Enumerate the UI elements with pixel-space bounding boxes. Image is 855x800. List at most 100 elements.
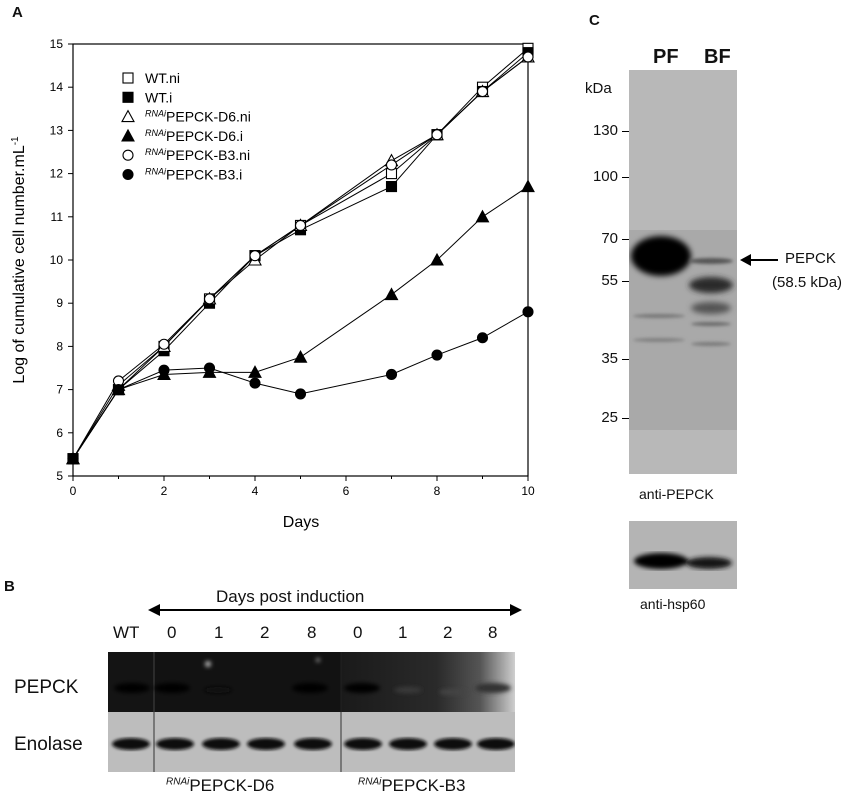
y-tick-label: 6 xyxy=(56,426,63,440)
lane-label-d6-day0: 0 xyxy=(167,623,177,642)
series-line xyxy=(72,186,529,459)
data-point xyxy=(67,453,79,465)
mw-marker-tick xyxy=(622,359,629,361)
legend-prefix: RNAi xyxy=(145,109,167,119)
pepck-blot-strip xyxy=(108,652,515,712)
data-point xyxy=(476,332,489,344)
group-label-d6-prefix: RNAi xyxy=(166,776,190,788)
group-label-b3: RNAiPEPCK-B3 xyxy=(358,776,465,796)
group-label-d6-text: PEPCK-D6 xyxy=(189,776,275,795)
pepck-band-label: PEPCK xyxy=(785,250,836,267)
pepck-blot-bands xyxy=(108,652,515,712)
pepck-pf-bf-blot xyxy=(629,70,737,474)
legend-name: PEPCK-D6.i xyxy=(166,128,243,144)
mw-marker-label: 70 xyxy=(601,229,618,247)
x-tick-label: 10 xyxy=(521,484,535,498)
mw-marker-label: 130 xyxy=(592,122,618,139)
lane-label-wt: WT xyxy=(113,623,140,642)
chart-axes: 0 2 4 6 8 10 5 6 7 8 9 10 11 12 13 14 15 xyxy=(50,37,535,498)
mw-marker-label: 35 xyxy=(601,350,618,368)
group-label-d6: RNAiPEPCK-D6 xyxy=(166,776,274,796)
data-point xyxy=(203,293,216,305)
mw-marker-tick xyxy=(622,238,629,240)
y-axis-label: Log of cumulative cell number.mL-1 xyxy=(10,136,28,384)
series-4 xyxy=(67,51,534,465)
legend-name: WT.ni xyxy=(145,70,180,86)
legend-name: PEPCK-B3.i xyxy=(166,167,242,183)
y-tick-label: 12 xyxy=(50,167,64,181)
x-tick-label: 4 xyxy=(252,484,259,498)
y-tick-label: 15 xyxy=(50,37,64,51)
series-line xyxy=(72,56,529,459)
legend-prefix: RNAi xyxy=(145,147,167,157)
lane-label-bf: BF xyxy=(704,46,731,68)
enolase-blot-bands xyxy=(112,712,515,772)
y-tick-label: 14 xyxy=(50,80,64,94)
legend-prefix: RNAi xyxy=(145,167,167,177)
lane-label-b3-day1: 1 xyxy=(398,623,408,642)
legend-marker xyxy=(122,168,134,181)
x-axis-label: Days xyxy=(283,514,319,531)
legend-prefix: RNAi xyxy=(145,128,167,138)
mw-marker-tick xyxy=(622,280,629,282)
days-arrow xyxy=(148,604,522,616)
data-point xyxy=(431,129,443,141)
pepck-pf-bf-bands xyxy=(629,70,737,474)
lane-label-d6-day8: 8 xyxy=(307,623,317,642)
data-point xyxy=(384,287,399,301)
y-tick-label: 13 xyxy=(50,123,64,137)
data-point xyxy=(521,179,535,193)
legend-name: WT.i xyxy=(145,89,172,105)
data-point xyxy=(249,377,261,389)
data-point xyxy=(430,252,444,266)
lane-label-b3-day2: 2 xyxy=(443,623,453,642)
hsp60-bands xyxy=(634,553,732,569)
antibody-label-pepck: anti-PEPCK xyxy=(639,486,714,502)
row-label-pepck: PEPCK xyxy=(14,677,79,698)
series-line xyxy=(72,311,529,459)
mw-marker-tick xyxy=(622,131,629,132)
plot-frame xyxy=(72,43,529,477)
lane-label-d6-day2: 2 xyxy=(260,623,270,642)
mw-marker-label: 100 xyxy=(592,167,618,185)
panel-letter-a: A xyxy=(12,4,23,21)
data-point xyxy=(203,362,216,374)
antibody-label-hsp60: anti-hsp60 xyxy=(640,596,706,612)
series-2 xyxy=(66,49,535,465)
legend-marker xyxy=(121,128,135,142)
legend-entry: RNAiPEPCK-B3.ni xyxy=(145,147,250,163)
data-point xyxy=(112,384,125,396)
enolase-blot-strip xyxy=(108,712,515,772)
pepck-band-size: (58.5 kDa) xyxy=(772,274,843,291)
y-tick-label: 8 xyxy=(56,339,63,353)
y-axis-label-text: Log of cumulative cell number.mL xyxy=(11,145,28,383)
legend-name: PEPCK-D6.ni xyxy=(166,109,251,125)
lane-label-b3-day8: 8 xyxy=(488,623,498,642)
data-point xyxy=(385,181,398,193)
data-point xyxy=(431,349,443,361)
data-point xyxy=(476,85,489,98)
legend-entry: RNAiPEPCK-B3.i xyxy=(145,167,242,183)
data-point xyxy=(294,219,307,231)
y-tick-label: 7 xyxy=(56,383,63,397)
group-label-b3-prefix: RNAi xyxy=(358,776,382,788)
lane-label-b3-day0: 0 xyxy=(353,623,363,642)
lane-label-d6-day1: 1 xyxy=(214,623,224,642)
x-tick-label: 0 xyxy=(70,484,77,498)
x-tick-label: 6 xyxy=(343,484,350,498)
lane-label-pf: PF xyxy=(653,46,679,68)
row-label-enolase: Enolase xyxy=(14,734,83,755)
data-point xyxy=(249,250,261,262)
mw-marker-label: 55 xyxy=(601,271,618,289)
legend-marker xyxy=(122,72,134,84)
legend-marker xyxy=(122,149,134,161)
data-point xyxy=(522,51,534,63)
legend-marker xyxy=(122,91,134,103)
data-point xyxy=(158,364,170,376)
data-point xyxy=(294,388,307,400)
series-5 xyxy=(67,306,534,465)
legend-entry: WT.i xyxy=(145,89,172,105)
pepck-arrow xyxy=(740,254,778,266)
chart-legend: WT.niWT.iRNAiPEPCK-D6.niRNAiPEPCK-D6.iRN… xyxy=(121,70,251,183)
